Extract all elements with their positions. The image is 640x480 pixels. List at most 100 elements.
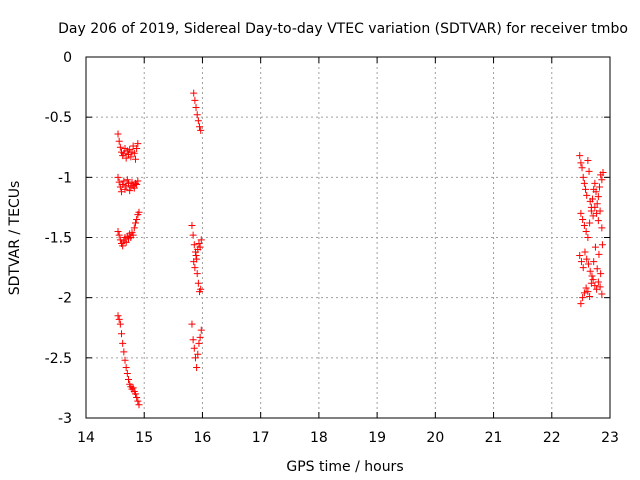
data-point-marker [135,401,143,409]
x-tick-label: 15 [135,430,153,446]
data-point-marker [194,117,202,125]
data-point-marker [582,227,590,235]
data-point-marker [133,215,141,223]
data-point-marker [579,294,587,302]
data-point-marker [584,288,592,296]
data-point-marker [585,167,593,175]
data-point-marker [131,219,139,227]
axis-ticks: 14 15 16 17 18 19 20 21 22 23 0 -0.5 -1 -1.5 -2 -2.5 -3 [45,50,619,446]
y-tick-label: -2 [58,291,72,307]
data-point-marker [598,176,606,184]
data-point-marker [588,272,596,280]
data-point-marker [197,236,205,244]
data-point-marker [115,231,123,239]
x-tick-label: 21 [485,430,503,446]
data-point-marker [126,187,134,195]
data-point-marker [114,173,122,181]
data-point-marker [586,219,594,227]
y-tick-label: -0.5 [45,110,72,126]
data-point-marker [598,224,606,232]
data-point-marker [125,179,133,187]
data-point-marker [190,89,198,97]
data-point-marker [128,178,136,186]
data-point-marker [589,195,597,203]
data-point-marker [133,181,141,189]
data-point-marker [191,354,199,362]
data-point-marker [584,156,592,164]
data-point-marker [129,231,137,239]
data-point-marker [593,200,601,208]
data-point-marker [586,267,594,275]
x-tick-label: 17 [252,430,270,446]
data-point-marker [577,258,585,266]
data-point-marker [134,397,142,405]
data-point-marker [576,152,584,160]
data-point-marker [580,179,588,187]
data-point-marker [192,252,200,260]
data-point-marker [119,242,127,250]
data-point-marker [116,320,124,328]
data-point-marker [191,96,199,104]
data-point-marker [594,278,602,286]
data-point-marker [592,188,600,196]
x-tick-label: 20 [426,430,444,446]
data-point-marker [116,236,124,244]
data-point-marker [123,369,131,377]
data-point-marker [582,185,590,193]
data-point-marker [589,276,597,284]
data-point-marker [584,260,592,268]
y-axis-label: SDTVAR / TECUs [7,181,23,296]
data-point-marker [577,209,585,217]
data-point-marker [591,243,599,251]
data-point-marker [122,238,130,246]
data-point-marker [119,339,127,347]
data-point-marker [193,363,201,371]
data-point-marker [579,215,587,223]
data-point-marker [123,176,131,184]
data-point-marker [587,207,595,215]
data-point-marker [189,336,197,344]
data-point-marker [115,315,123,323]
data-point-marker [582,284,590,292]
data-point-marker [190,344,198,352]
data-point-marker [590,258,598,266]
data-point-marker [580,289,588,297]
data-point-marker [127,153,135,161]
data-point-marker [576,252,584,260]
y-tick-label: -1 [58,170,72,186]
y-tick-label: -1.5 [45,231,72,247]
data-point-marker [598,290,606,298]
data-point-marker [595,250,603,258]
data-point-marker [189,231,197,239]
data-point-marker [118,330,126,338]
data-point-marker [584,234,592,241]
data-point-marker [190,241,198,249]
data-point-marker [196,243,204,251]
data-point-marker [114,227,122,235]
data-point-marker [122,363,130,371]
data-point-marker [121,356,129,364]
data-point-marker [577,159,585,167]
data-point-marker [577,300,585,308]
data-point-marker [133,144,141,152]
y-tick-label: -3 [58,411,72,427]
data-point-marker [131,155,139,163]
data-point-marker [596,207,604,215]
data-point-marker [596,283,604,291]
data-point-marker [135,208,143,216]
data-point-marker [119,181,127,189]
data-point-marker [197,285,205,293]
grid [86,57,610,418]
data-point-marker [120,177,128,185]
data-point-marker [598,241,606,249]
data-point-marker [593,265,601,273]
x-tick-label: 23 [601,430,619,446]
data-point-marker [581,248,589,256]
data-point-marker [596,183,604,191]
data-point-marker [190,258,198,266]
data-point-marker [134,177,142,185]
data-point-marker [133,394,141,402]
y-tick-label: 0 [63,50,72,66]
data-point-marker [130,149,138,157]
data-point-marker [129,384,137,392]
